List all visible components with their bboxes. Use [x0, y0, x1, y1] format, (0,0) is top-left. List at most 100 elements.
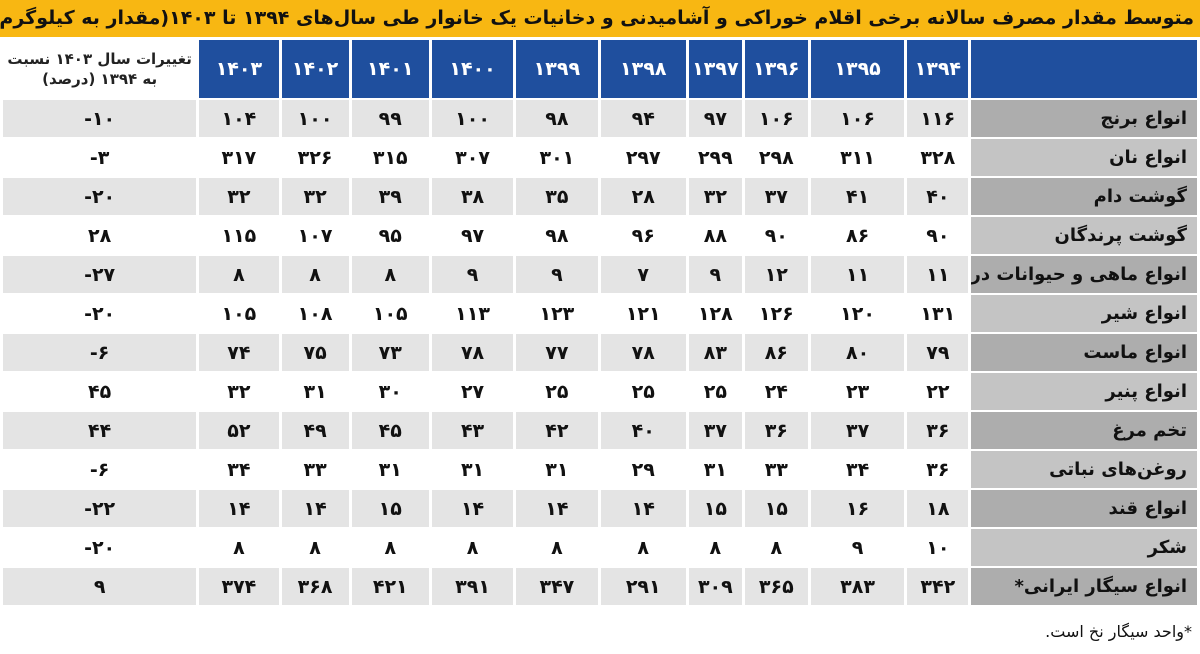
value-cell: ۹: [810, 529, 905, 566]
value-cell: ۲۹۷: [600, 139, 686, 176]
change-cell: -۲۰: [3, 529, 197, 566]
value-cell: ۹۸: [516, 217, 598, 254]
change-cell: -۲۷: [3, 256, 197, 293]
row-label: شکر: [971, 529, 1197, 566]
year-header: ۱۳۹۶: [744, 40, 808, 98]
year-header: ۱۳۹۵: [810, 40, 905, 98]
value-cell: ۱۲۶: [744, 295, 808, 332]
year-header: ۱۳۹۷: [688, 40, 742, 98]
table-row: انواع ماهی و حیوانات دریایی۱۱۱۱۱۲۹۷۹۹۸۸۸…: [3, 256, 1197, 293]
table-row: گوشت پرندگان ۹۰ ۸۶ ۹۰ ۸۸ ۹۶ ۹۸ ۹۷ ۹۵ ۱۰۷ ۱۱۵ ۲۸: [3, 217, 1197, 254]
value-cell: ۱۵: [688, 490, 742, 527]
year-header: ۱۴۰۲: [281, 40, 349, 98]
value-cell: ۹۷: [688, 100, 742, 137]
value-cell: ۸۳: [688, 334, 742, 371]
value-cell: ۱۵: [351, 490, 429, 527]
value-cell: ۳۰: [351, 373, 429, 410]
table-row: انواع شیر ۱۳۱ ۱۲۰ ۱۲۶ ۱۲۸ ۱۲۱ ۱۲۳ ۱۱۳ ۱۰۵ ۱۰۸ ۱۰۵-…: [3, 295, 1197, 332]
value-cell: ۷۵: [281, 334, 349, 371]
value-cell: ۱۰۴: [199, 100, 279, 137]
value-cell: ۱۴: [516, 490, 598, 527]
value-cell: ۱۱۳: [431, 295, 514, 332]
value-cell: ۳۱: [516, 451, 598, 488]
table-body: ۱۳۹۴ ۱۳۹۵ ۱۳۹۶ ۱۳۹۷ ۱۳۹۸ ۱۳۹۹ ۱۴۰۰ ۱۴۰۱ ۱۴۰۲ ۱۴۰۳…: [3, 40, 1197, 605]
value-cell: ۴۵: [351, 412, 429, 449]
row-label: انواع ماهی و حیوانات دریایی: [971, 256, 1197, 293]
value-cell: ۳۶۵: [744, 568, 808, 605]
data-table: ۱۳۹۴ ۱۳۹۵ ۱۳۹۶ ۱۳۹۷ ۱۳۹۸ ۱۳۹۹ ۱۴۰۰ ۱۴۰۱ ۱۴۰۲ ۱۴۰۳…: [0, 38, 1200, 607]
table-row: روغن‌های نباتی ۳۶ ۳۴ ۳۳ ۳۱ ۲۹ ۳۱ ۳۱ ۳۱ ۳۳ ۳۴ -۶: [3, 451, 1197, 488]
table-row: گوشت دام ۴۰ ۴۱ ۳۷ ۳۲ ۲۸ ۳۵ ۳۸ ۳۹ ۳۲ ۳۲ -۲۰: [3, 178, 1197, 215]
value-cell: ۸۸: [688, 217, 742, 254]
value-cell: ۸: [199, 529, 279, 566]
value-cell: ۳۱۱: [810, 139, 905, 176]
value-cell: ۳۴۲: [907, 568, 969, 605]
value-cell: ۹۸: [516, 100, 598, 137]
row-label: انواع ماست: [971, 334, 1197, 371]
value-cell: ۳۰۱: [516, 139, 598, 176]
title: متوسط مقدار مصرف سالانه برخی اقلام خوراک…: [0, 0, 1200, 37]
value-cell: ۳۴: [810, 451, 905, 488]
value-cell: ۳۶: [744, 412, 808, 449]
row-label: انواع شیر: [971, 295, 1197, 332]
value-cell: ۸: [688, 529, 742, 566]
value-cell: ۳۲: [281, 178, 349, 215]
value-cell: ۱۸: [907, 490, 969, 527]
value-cell: ۷۳: [351, 334, 429, 371]
table-row: تخم مرغ ۳۶ ۳۷ ۳۶ ۳۷ ۴۰ ۴۲ ۴۳ ۴۵ ۴۹ ۵۲ ۴۴: [3, 412, 1197, 449]
value-cell: ۳۱: [281, 373, 349, 410]
row-label: انواع نان: [971, 139, 1197, 176]
value-cell: ۱۰۷: [281, 217, 349, 254]
value-cell: ۳۴۷: [516, 568, 598, 605]
value-cell: ۳۷۴: [199, 568, 279, 605]
value-cell: ۳۲: [199, 373, 279, 410]
row-label: انواع پنیر: [971, 373, 1197, 410]
value-cell: ۹۶: [600, 217, 686, 254]
value-cell: ۳۸۳: [810, 568, 905, 605]
value-cell: ۱۲۳: [516, 295, 598, 332]
table-row: انواع برنج ۱۱۶ ۱۰۶ ۱۰۶ ۹۷ ۹۴ ۹۸ ۱۰۰ ۹۹ ۱۰۰ ۱۰۴ -۱۰: [3, 100, 1197, 137]
value-cell: ۲۲: [907, 373, 969, 410]
value-cell: ۱۰۵: [351, 295, 429, 332]
value-cell: ۳۲۸: [907, 139, 969, 176]
value-cell: ۳۰۹: [688, 568, 742, 605]
value-cell: ۳۱۵: [351, 139, 429, 176]
value-cell: ۴۹: [281, 412, 349, 449]
row-label: تخم مرغ: [971, 412, 1197, 449]
value-cell: ۲۷: [431, 373, 514, 410]
change-cell: ۴۴: [3, 412, 197, 449]
value-cell: ۹۰: [907, 217, 969, 254]
row-label: روغن‌های نباتی: [971, 451, 1197, 488]
value-cell: ۷۷: [516, 334, 598, 371]
value-cell: ۸۰: [810, 334, 905, 371]
value-cell: ۸: [281, 256, 349, 293]
value-cell: ۳۶: [907, 412, 969, 449]
row-label: گوشت پرندگان: [971, 217, 1197, 254]
value-cell: ۳۳: [281, 451, 349, 488]
year-header: ۱۳۹۸: [600, 40, 686, 98]
value-cell: ۱۰۸: [281, 295, 349, 332]
value-cell: ۲۵: [600, 373, 686, 410]
table-row: انواع نان ۳۲۸ ۳۱۱ ۲۹۸ ۲۹۹ ۲۹۷ ۳۰۱ ۳۰۷ ۳۱۵ ۳۲۶ ۳۱۷-…: [3, 139, 1197, 176]
year-header: ۱۳۹۴: [907, 40, 969, 98]
table-row: انواع قند ۱۸ ۱۶ ۱۵ ۱۵ ۱۴ ۱۴ ۱۴ ۱۵ ۱۴ ۱۴ -۲۲: [3, 490, 1197, 527]
change-cell: -۲۰: [3, 295, 197, 332]
value-cell: ۹۰: [744, 217, 808, 254]
value-cell: ۳۲: [199, 178, 279, 215]
value-cell: ۸: [431, 529, 514, 566]
value-cell: ۳۱: [431, 451, 514, 488]
value-cell: ۳۶۸: [281, 568, 349, 605]
value-cell: ۱۰۶: [744, 100, 808, 137]
value-cell: ۲۴: [744, 373, 808, 410]
value-cell: ۳۱: [351, 451, 429, 488]
value-cell: ۱۲: [744, 256, 808, 293]
value-cell: ۳۱۷: [199, 139, 279, 176]
row-label: انواع سیگار ایرانی*: [971, 568, 1197, 605]
value-cell: ۷۸: [431, 334, 514, 371]
value-cell: ۹۹: [351, 100, 429, 137]
value-cell: ۱۳۱: [907, 295, 969, 332]
year-header: ۱۴۰۳: [199, 40, 279, 98]
value-cell: ۱۱: [810, 256, 905, 293]
value-cell: ۸۶: [810, 217, 905, 254]
value-cell: ۴۲: [516, 412, 598, 449]
